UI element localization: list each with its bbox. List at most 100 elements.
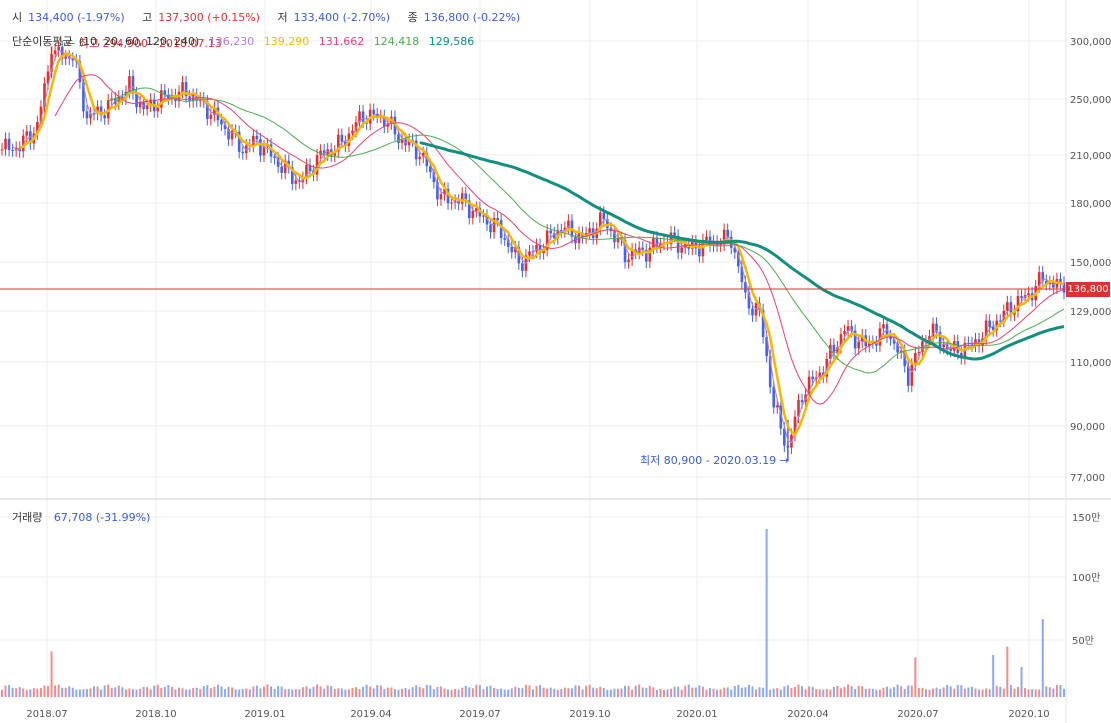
volume-bar [627, 686, 630, 697]
volume-bar [921, 687, 924, 697]
volume-bar [900, 686, 903, 697]
volume-bar [1024, 688, 1027, 697]
volume-bar [868, 688, 871, 697]
volume-bar [797, 684, 800, 697]
volume-bar [776, 688, 779, 697]
volume-bar [974, 688, 977, 697]
volume-bar [620, 688, 623, 697]
candle-body [36, 121, 39, 134]
candle-body [1059, 279, 1062, 283]
candle-body [241, 151, 245, 154]
time-tick-label: 2019.01 [244, 709, 285, 720]
time-axis: 2018.07 2018.10 2019.01 2019.04 2019.07 2019.… [26, 709, 1049, 720]
volume-bar [376, 685, 379, 697]
volume-bar [447, 689, 450, 697]
volume-bar [365, 684, 368, 697]
candle-body [0, 149, 4, 151]
volume-bar [227, 686, 230, 697]
candle-body [464, 193, 468, 201]
volume-bar [1013, 688, 1016, 697]
volume-bar [425, 684, 428, 697]
candle-body [1037, 272, 1041, 287]
volume-bar [185, 689, 188, 697]
price-axis: 300,000 250,000 210,000 180,000 150,000 129,0… [1070, 37, 1111, 484]
volume-bar [514, 686, 517, 697]
volume-bar [301, 687, 304, 697]
candle-body [903, 350, 906, 367]
volume-bar [585, 685, 588, 697]
volume-bar [652, 687, 655, 697]
volume-bar [928, 689, 931, 697]
volume-bar [578, 685, 581, 697]
volume-bar [436, 686, 439, 697]
candle-body [460, 193, 464, 204]
volume-bar [4, 685, 7, 697]
volume-bar [744, 687, 747, 697]
volume-bar [878, 689, 881, 697]
volume-bar [638, 684, 641, 697]
candle-body [92, 113, 96, 115]
candle-body [467, 200, 471, 219]
candle-body [549, 230, 552, 234]
candle-body [450, 202, 453, 204]
candle-body [432, 172, 436, 183]
volume-bar [248, 689, 251, 697]
candle-body [988, 320, 991, 327]
candle-body [875, 342, 878, 346]
volume-bar [1048, 687, 1051, 697]
volume-bar [96, 686, 99, 697]
volume-bar [355, 687, 357, 697]
moving-average-lines [12, 49, 1065, 444]
candle-body [655, 237, 659, 247]
volume-bar [549, 687, 552, 697]
volume-tick-label: 150만 [1072, 512, 1100, 524]
candle-body [209, 114, 213, 120]
low-label: 저 [277, 11, 288, 24]
volume-bar [114, 687, 117, 697]
price-tick-label: 77,000 [1070, 473, 1105, 484]
volume-bar [231, 687, 234, 697]
candle-body [896, 343, 899, 353]
candle-body [383, 115, 386, 127]
volume-bar [861, 686, 864, 697]
candle-body [949, 349, 953, 351]
candle-body [627, 259, 630, 263]
volume-bar [521, 688, 524, 697]
volume-bar [178, 687, 180, 697]
volume-bar [1031, 689, 1034, 697]
volume-bar [595, 688, 598, 697]
candle-body [630, 249, 634, 260]
volume-bar [910, 685, 913, 697]
volume-bar [503, 689, 506, 697]
candle-body [542, 249, 545, 254]
volume-bar [404, 688, 407, 697]
volume-bar [616, 688, 619, 697]
volume-bar [461, 687, 464, 697]
volume-bar [882, 687, 885, 697]
candle-body [89, 113, 92, 119]
candle-body [163, 90, 167, 95]
candle-body [71, 58, 75, 61]
candle-body [517, 247, 521, 264]
volume-bar [22, 688, 25, 697]
candle-body [836, 347, 839, 354]
volume-bar [93, 686, 96, 697]
candle-body [991, 326, 995, 331]
volume-bar [719, 689, 722, 697]
candle-body [535, 244, 538, 252]
candle-body [446, 188, 450, 204]
volume-bar [517, 687, 520, 697]
candle-body [772, 387, 776, 408]
volume-bar [11, 687, 14, 697]
candle-body [567, 220, 570, 228]
volume-bar [82, 689, 85, 697]
volume-bar [772, 688, 775, 697]
price-tick-label: 300,000 [1070, 37, 1111, 48]
volume-bar [864, 688, 867, 697]
volume-bar [131, 689, 134, 697]
candle-body [358, 111, 361, 123]
volume-bar [843, 686, 846, 697]
ma10-line [12, 49, 1065, 444]
volume-bar [1041, 619, 1044, 697]
